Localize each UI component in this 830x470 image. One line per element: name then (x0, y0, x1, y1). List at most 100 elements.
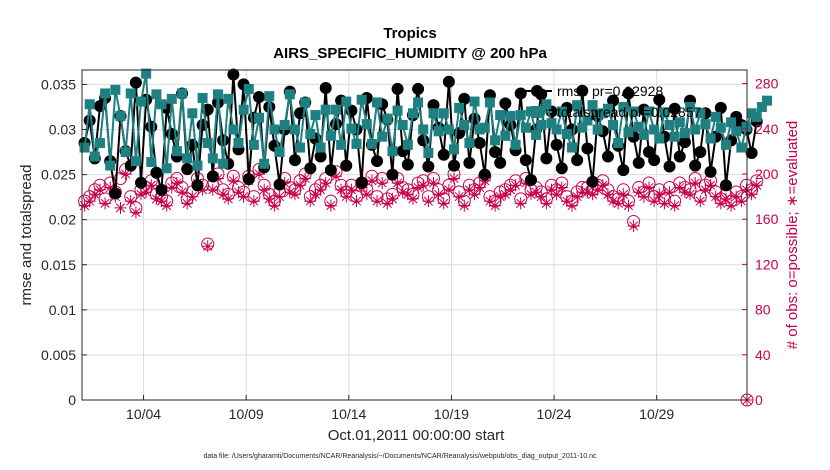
totalspread-marker (125, 88, 136, 99)
rmse-marker (437, 148, 450, 161)
y2-tick-label: 80 (755, 302, 771, 318)
totalspread-marker (623, 127, 634, 138)
obs-evaluated-marker (232, 186, 245, 199)
rmse-marker (242, 173, 255, 186)
rmse-marker (540, 152, 553, 165)
obs-evaluated-marker (376, 177, 389, 189)
rmse-marker (576, 84, 589, 97)
obs-evaluated-marker (494, 190, 507, 203)
obs-evaluated-marker (247, 195, 260, 208)
totalspread-marker (726, 117, 737, 128)
totalspread-marker (582, 115, 593, 126)
totalspread-marker (202, 138, 213, 149)
obs-evaluated-marker (350, 195, 363, 208)
totalspread-marker (608, 120, 619, 130)
totalspread-marker (700, 119, 711, 130)
totalspread-marker (454, 102, 465, 113)
obs-evaluated-marker (714, 197, 727, 210)
totalspread-marker (269, 124, 280, 135)
obs-evaluated-marker (206, 183, 219, 196)
totalspread-marker (243, 83, 254, 94)
totalspread-marker (567, 142, 578, 153)
totalspread-marker (336, 139, 347, 150)
obs-evaluated-marker (612, 197, 625, 210)
rmse-marker (514, 87, 527, 100)
obs-evaluated-marker (648, 195, 661, 208)
obs-evaluated-marker (150, 192, 163, 205)
obs-evaluated-marker (145, 179, 158, 192)
totalspread-marker (643, 106, 654, 117)
obs-evaluated-marker (196, 183, 209, 196)
rmse-marker (648, 154, 661, 167)
totalspread-marker (628, 106, 639, 117)
rmse-marker (745, 146, 758, 159)
x-tick-label: 10/29 (639, 406, 674, 422)
totalspread-marker (541, 99, 552, 110)
totalspread-marker (469, 96, 480, 107)
totalspread-marker (520, 122, 531, 133)
obs-evaluated-marker (658, 197, 671, 210)
rmse-marker (694, 146, 707, 159)
totalspread-marker (443, 124, 454, 135)
rmse-marker (524, 174, 537, 186)
y-tick-label: 0.01 (49, 302, 76, 318)
totalspread-marker (690, 124, 701, 135)
obs-evaluated-marker (473, 181, 486, 194)
footer-datafile: data file: /Users/gharamti/Documents/NCA… (203, 453, 597, 460)
obs-evaluated-marker (319, 177, 332, 189)
totalspread-marker (495, 110, 506, 121)
totalspread-marker (546, 118, 557, 129)
totalspread-marker (289, 124, 300, 135)
obs-evaluated-marker (560, 195, 573, 208)
obs-evaluated-marker (694, 195, 707, 208)
totalspread-marker (223, 93, 234, 104)
totalspread-marker (664, 120, 675, 130)
obs-evaluated-marker (622, 199, 635, 212)
totalspread-marker (556, 106, 567, 117)
totalspread-marker (418, 124, 429, 135)
obs-evaluated-marker (750, 179, 763, 192)
totalspread-marker (515, 110, 526, 121)
obs-evaluated-marker (283, 186, 296, 199)
obs-evaluated-marker (643, 181, 655, 194)
rmse-marker (135, 176, 148, 189)
y2-axis-label: # of obs: o=possible; ∗=evaluated (784, 121, 801, 350)
totalspread-marker (720, 139, 731, 150)
obs-evaluated-marker (396, 186, 409, 199)
obs-evaluated-marker (412, 181, 425, 194)
obs-evaluated-marker (181, 197, 194, 210)
totalspread-marker (100, 88, 111, 99)
totalspread-marker (105, 160, 116, 171)
obs-evaluated-marker (442, 183, 455, 196)
rmse-marker (253, 91, 266, 104)
rmse-marker (288, 154, 301, 167)
totalspread-marker (536, 120, 547, 130)
obs-evaluated-marker (124, 195, 137, 208)
obs-evaluated-marker (324, 199, 337, 212)
obs-evaluated-marker (422, 195, 435, 208)
totalspread-marker (705, 133, 716, 144)
obs-count-markers (78, 162, 764, 407)
obs-evaluated-marker (253, 168, 265, 180)
obs-evaluated-marker (273, 190, 286, 203)
rmse-marker (109, 187, 122, 200)
chart-title: Tropics (383, 25, 436, 42)
obs-evaluated-marker (663, 186, 676, 199)
totalspread-marker (274, 147, 285, 158)
totalspread-marker (161, 163, 172, 174)
rmse-marker (653, 93, 666, 106)
rmse-marker (83, 114, 96, 127)
totalspread-marker (602, 103, 613, 114)
totalspread-marker (685, 101, 696, 112)
rmse-marker (622, 87, 635, 100)
obs-evaluated-marker (673, 181, 686, 194)
rmse-marker (586, 175, 599, 188)
y2-tick-label: 240 (755, 121, 779, 137)
rmse-marker (145, 120, 158, 133)
obs-evaluated-marker (509, 179, 522, 192)
totalspread-marker (710, 111, 721, 122)
totalspread-marker (361, 119, 372, 130)
totalspread-marker (136, 96, 147, 107)
rmse-marker (448, 159, 461, 172)
